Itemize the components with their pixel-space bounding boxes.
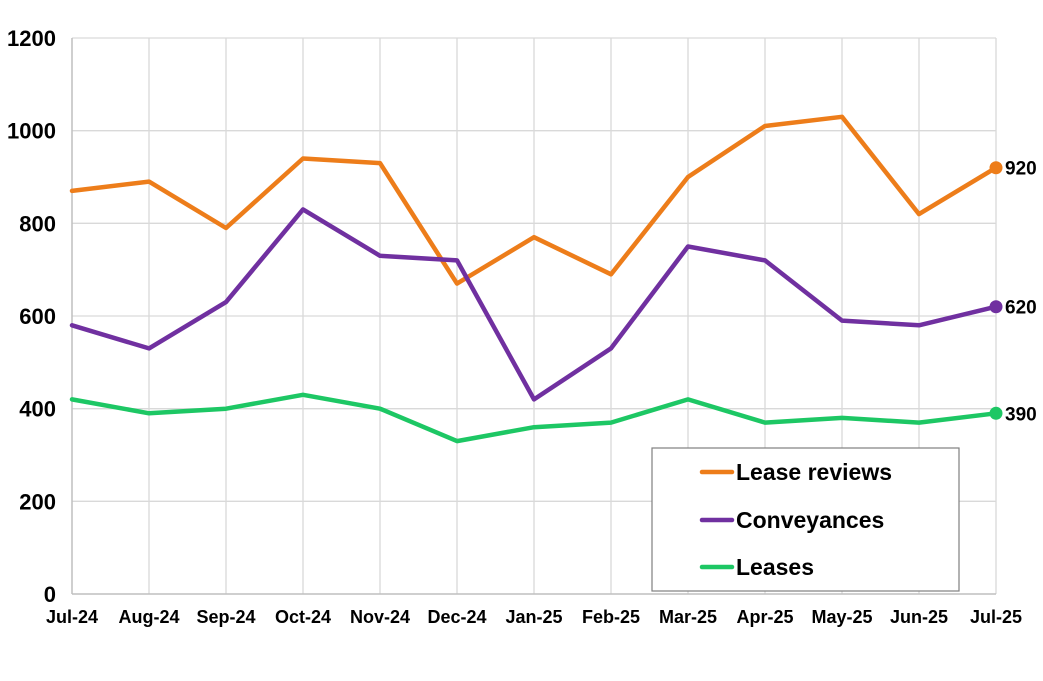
y-tick-label: 1200 — [7, 26, 56, 51]
end-value-label-leases: 390 — [1005, 404, 1037, 425]
x-tick-label: Sep-24 — [196, 607, 255, 627]
tick-labels: 0 200 400 600 800 1000 1200 Jul-24 Aug-24 Sep-24 O… — [7, 26, 1022, 627]
end-point-marker-conveyances — [989, 300, 1003, 314]
axes — [71, 38, 996, 595]
x-tick-label: Jan-25 — [505, 607, 562, 627]
end-point-marker-lease-reviews — [989, 161, 1003, 175]
y-tick-label: 0 — [44, 582, 56, 607]
x-tick-label: Mar-25 — [659, 607, 717, 627]
end-point-marker-leases — [989, 406, 1003, 420]
y-tick-label: 800 — [19, 211, 56, 236]
legend: Lease reviews Conveyances Leases — [651, 447, 960, 592]
x-tick-label: Apr-25 — [736, 607, 793, 627]
series-line-leases — [69, 392, 999, 444]
series-line-conveyances — [69, 207, 999, 402]
y-tick-label: 1000 — [7, 119, 56, 144]
x-tick-label: Nov-24 — [350, 607, 410, 627]
x-tick-label: Jun-25 — [890, 607, 948, 627]
legend-label: Lease reviews — [736, 459, 892, 485]
series-line-lease-reviews — [69, 114, 999, 286]
x-tick-label: Feb-25 — [582, 607, 640, 627]
y-tick-label: 400 — [19, 397, 56, 422]
x-tick-label: Jul-24 — [46, 607, 98, 627]
y-tick-label: 600 — [19, 304, 56, 329]
x-tick-label: Jul-25 — [970, 607, 1022, 627]
x-tick-label: Dec-24 — [427, 607, 486, 627]
legend-label: Leases — [736, 554, 814, 580]
y-tick-label: 200 — [19, 489, 56, 514]
x-tick-label: Aug-24 — [118, 607, 179, 627]
legend-label: Conveyances — [736, 507, 884, 533]
end-value-label-conveyances: 620 — [1005, 298, 1037, 319]
x-tick-label: May-25 — [811, 607, 872, 627]
series-lines: 920 620 390 — [69, 114, 1037, 444]
x-tick-label: Oct-24 — [275, 607, 331, 627]
end-value-label-lease-reviews: 920 — [1005, 159, 1037, 180]
